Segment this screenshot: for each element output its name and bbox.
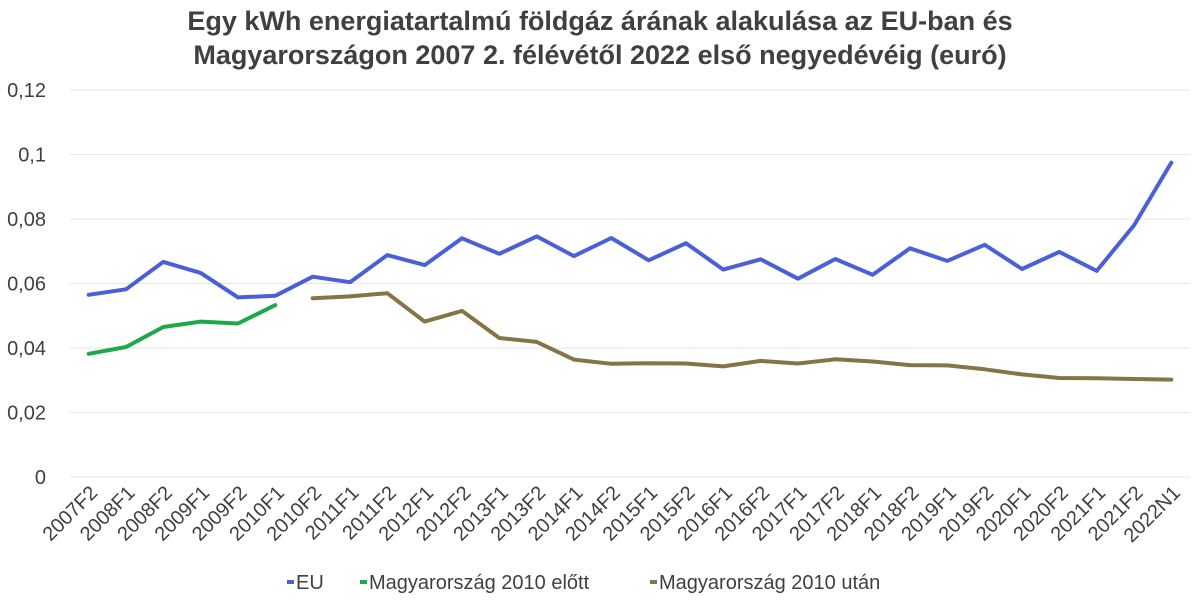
y-tick-label: 0,08	[7, 209, 46, 231]
legend-label-3: Magyarország 2010 után	[659, 572, 880, 594]
y-tick-label: 0,1	[18, 145, 46, 167]
legend: EU Magyarország 2010 előtt Magyarország 20…	[287, 572, 880, 594]
chart-title-line-2: Magyarországon 2007 2. félévétől 2022 el…	[193, 40, 1006, 70]
legend-label-2: Magyarország 2010 előtt	[369, 572, 590, 594]
series-line-3	[310, 291, 1174, 382]
chart-title-line-1: Egy kWh energiatartalmú földgáz árának a…	[187, 6, 1012, 36]
legend-label-1: EU	[296, 572, 324, 594]
series-lines	[86, 160, 1174, 382]
y-tick-label: 0,12	[7, 80, 46, 102]
series-line-1	[86, 160, 1174, 300]
series-line-2	[86, 303, 278, 356]
grid-lines	[70, 89, 1190, 478]
y-tick-label: 0,06	[7, 274, 46, 296]
y-tick-label: 0,02	[7, 403, 46, 425]
y-tick-label: 0,04	[7, 338, 46, 360]
y-axis-ticks: 0 0,02 0,04 0,06 0,08 0,1 0,12	[7, 80, 46, 489]
x-axis-ticks: 2007F22008F12008F22009F12009F22010F12010…	[39, 482, 1185, 547]
y-tick-label: 0	[35, 467, 46, 489]
